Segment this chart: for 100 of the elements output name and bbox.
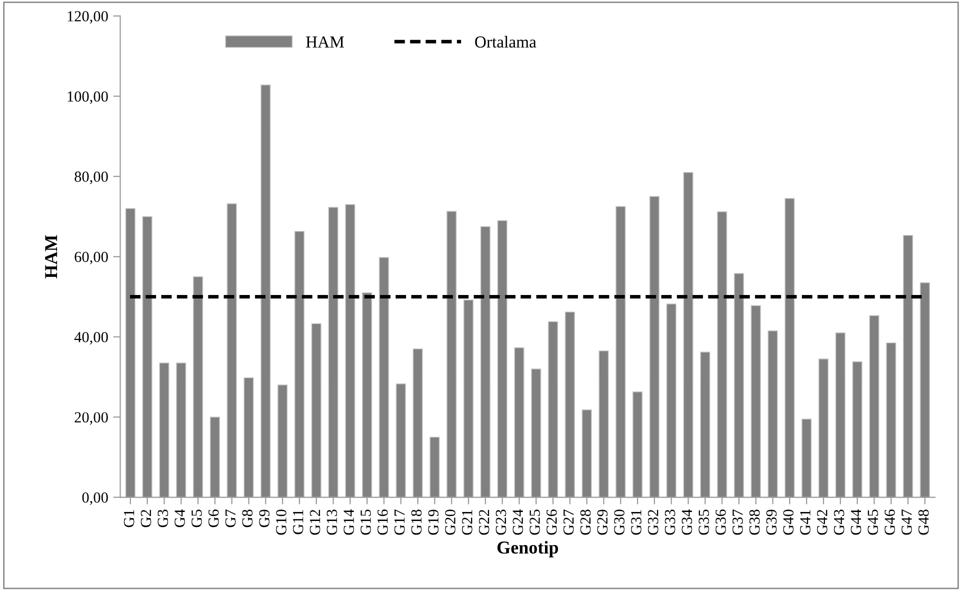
bar	[548, 321, 558, 498]
bar	[784, 198, 795, 498]
y-tick-label: 120,00	[68, 11, 108, 24]
x-tick-label: G24	[512, 509, 524, 535]
bar	[480, 226, 490, 498]
bar	[497, 220, 508, 498]
x-tick-label: G18	[411, 510, 422, 535]
y-tick-label: 0,00	[82, 492, 108, 505]
x-tick-label: G8	[242, 510, 253, 528]
x-tick-label: G9	[259, 510, 270, 528]
bar	[649, 196, 660, 498]
x-tick-label: G22	[478, 510, 490, 535]
x-tick-label: G35	[698, 510, 709, 535]
x-tick-label: G4	[174, 509, 185, 528]
bar	[902, 234, 914, 498]
bar	[716, 211, 728, 498]
x-tick-label: G39	[766, 510, 777, 535]
bar	[531, 368, 542, 498]
bar	[362, 292, 372, 498]
x-tick-label: G16	[378, 510, 388, 535]
x-tick-label: G46	[884, 510, 895, 535]
x-tick-label: G11	[293, 510, 304, 534]
x-tick-label: G41	[800, 510, 810, 535]
bar	[666, 304, 676, 498]
x-tick-label: G37	[732, 510, 743, 535]
bar	[378, 257, 390, 498]
bar	[802, 418, 812, 498]
x-tick-label: G36	[716, 510, 726, 535]
x-tick-label: G20	[445, 510, 456, 535]
bar	[159, 362, 170, 498]
bar	[142, 216, 152, 498]
x-tick-label: G3	[158, 510, 168, 528]
bar	[192, 276, 204, 498]
y-tick-label: 100,00	[68, 91, 108, 104]
bar	[632, 391, 643, 498]
x-tick-label: G25	[530, 510, 540, 535]
bar	[852, 361, 862, 498]
y-tick-label: 40,00	[74, 332, 108, 344]
y-tick-label: 20,00	[74, 412, 108, 425]
x-tick-label: G5	[192, 510, 202, 528]
legend-label: HAM	[306, 36, 344, 48]
bar	[345, 204, 356, 498]
legend-label: Ortalama	[475, 36, 536, 48]
bar	[412, 348, 423, 498]
bar	[700, 352, 710, 498]
bar	[835, 332, 846, 498]
x-tick-label: G7	[225, 510, 236, 528]
bar	[277, 384, 288, 498]
x-tick-label: G48	[918, 510, 929, 535]
x-tick-label: G44	[850, 509, 862, 535]
x-tick-label: G6	[208, 510, 219, 528]
x-tick-label: G30	[614, 510, 624, 535]
bar	[463, 300, 474, 498]
bar	[125, 208, 136, 498]
x-tick-label: G15	[360, 510, 371, 535]
x-tick-label: G2	[140, 510, 152, 528]
bar	[311, 323, 322, 498]
x-tick-label: G1	[124, 510, 134, 528]
x-tick-label: G21	[462, 510, 472, 535]
bar	[818, 358, 829, 498]
bar	[260, 84, 271, 498]
bar	[582, 409, 592, 498]
x-tick-label: G40	[783, 510, 794, 535]
bar	[564, 312, 575, 498]
bar	[210, 416, 220, 498]
x-tick-label: G17	[394, 510, 405, 535]
x-tick-label: G47	[902, 510, 912, 535]
x-tick-label: G34	[682, 509, 692, 535]
x-tick-label: G27	[563, 510, 574, 535]
x-tick-label: G26	[546, 510, 557, 535]
bar	[598, 350, 609, 498]
x-tick-label: G31	[631, 510, 642, 535]
x-tick-label: G42	[817, 510, 828, 535]
bar	[176, 362, 186, 498]
bar	[886, 342, 896, 498]
x-tick-label: G12	[310, 510, 320, 535]
x-tick-label: G13	[326, 510, 338, 535]
y-axis-title: HAM	[45, 235, 58, 278]
y-tick-label: 60,00	[74, 252, 108, 264]
bar	[734, 273, 744, 498]
bar	[869, 315, 880, 498]
bar	[430, 436, 440, 498]
bar	[396, 383, 406, 498]
bar	[294, 230, 305, 498]
x-tick-label: G19	[428, 510, 439, 535]
bar	[514, 347, 524, 498]
bar	[328, 206, 338, 498]
x-axis-title: Genotip	[497, 540, 558, 558]
x-tick-label: G10	[276, 510, 286, 535]
x-tick-label: G29	[597, 510, 608, 535]
x-tick-label: G45	[868, 510, 878, 535]
bar	[750, 305, 761, 498]
bar	[768, 330, 778, 498]
x-tick-label: G23	[496, 510, 506, 535]
y-tick-label: 80,00	[74, 172, 108, 184]
x-tick-label: G14	[344, 509, 354, 535]
x-tick-label: G33	[664, 510, 676, 535]
bar	[226, 203, 237, 498]
x-tick-label: G38	[749, 510, 760, 535]
x-tick-label: G43	[834, 510, 844, 535]
